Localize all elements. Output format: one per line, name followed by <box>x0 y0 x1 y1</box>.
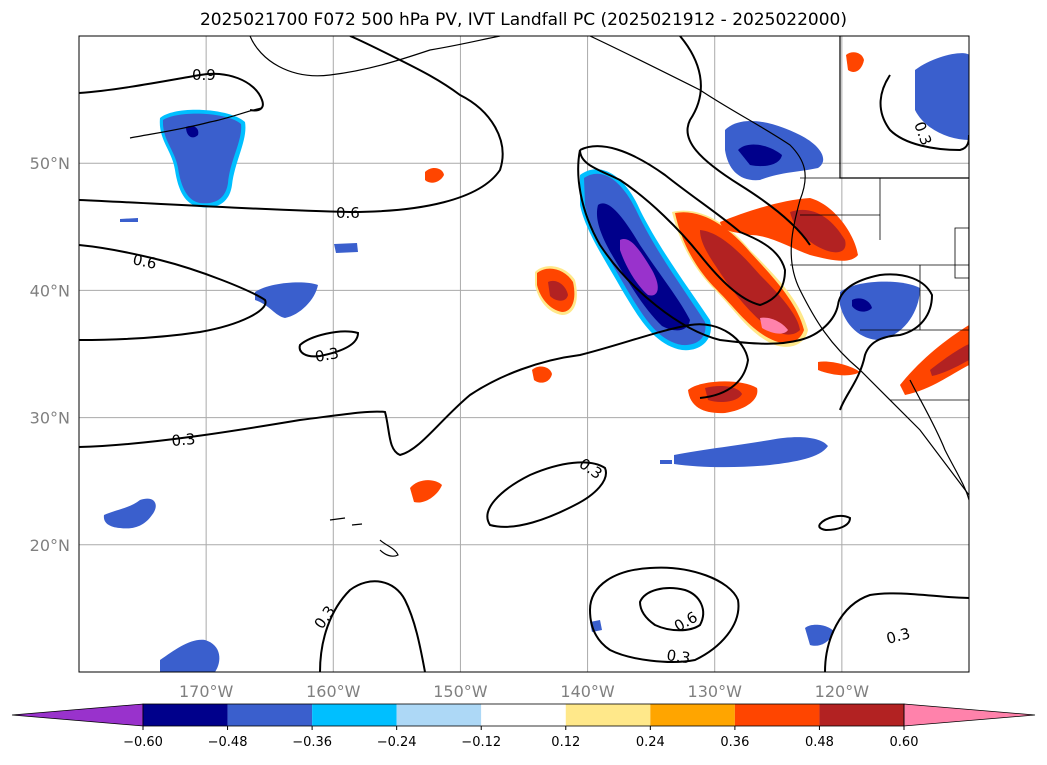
colorbar-tick-label: 0.60 <box>890 735 919 750</box>
map-title: 2025021700 F072 500 hPa PV, IVT Landfall… <box>199 10 847 30</box>
colorbar-ticks: −0.60 −0.48 −0.36 −0.24 −0.12 0.12 0.24 0.36 0.4… <box>123 726 918 750</box>
colorbar-segment <box>565 704 651 726</box>
longitude-label: 130°W <box>688 682 743 701</box>
negative-anomaly-region <box>852 298 872 312</box>
longitude-label: 170°W <box>179 682 234 701</box>
positive-anomaly-region <box>410 480 442 503</box>
positive-anomaly-region <box>532 366 552 383</box>
negative-anomaly-region <box>620 239 658 296</box>
colorbar-tick-label: −0.48 <box>208 735 248 750</box>
contour-label: 0.6 <box>131 250 158 273</box>
negative-anomaly-region <box>660 460 672 464</box>
colorbar-tick-label: −0.12 <box>461 735 501 750</box>
negative-anomaly-region <box>160 639 220 672</box>
negative-anomaly-region <box>255 282 318 318</box>
positive-anomaly-region <box>700 230 800 335</box>
colorbar-tick-label: 0.48 <box>805 735 834 750</box>
positive-anomaly-region <box>790 209 846 253</box>
negative-anomaly-region <box>840 281 920 340</box>
latitude-label: 30°N <box>30 409 70 428</box>
longitude-label: 160°W <box>306 682 361 701</box>
colorbar-segment <box>227 704 313 726</box>
negative-anomaly-region <box>162 113 242 204</box>
negative-anomaly-region <box>103 498 156 529</box>
longitude-labels: 170°W 160°W 150°W 140°W 130°W 120°W <box>179 682 869 701</box>
longitude-label: 120°W <box>815 682 870 701</box>
map-border <box>78 35 970 673</box>
latitude-label: 20°N <box>30 536 70 555</box>
colorbar-tick-label: 0.36 <box>720 735 749 750</box>
latitude-label: 40°N <box>30 281 70 300</box>
positive-anomaly-region <box>425 168 444 183</box>
colorbar-tick-label: −0.60 <box>123 735 163 750</box>
colorbar-extend-low <box>11 703 144 727</box>
political-borders <box>790 177 969 401</box>
contour-lines <box>79 36 969 672</box>
colorbar-segment <box>143 704 228 726</box>
contour-label: 0.9 <box>192 66 216 84</box>
colorbar-extend-high <box>903 703 1036 727</box>
colorbar-segment <box>312 704 397 726</box>
negative-anomaly-region <box>738 144 782 167</box>
contour-label: 0.3 <box>665 646 691 667</box>
colorbar-tick-label: 0.12 <box>551 735 580 750</box>
colorbar-segment <box>481 704 566 726</box>
latitude-label: 50°N <box>30 154 70 173</box>
negative-anomaly-region <box>120 218 138 222</box>
colorbar-tick-label: 0.24 <box>636 735 665 750</box>
positive-anomaly-region <box>760 317 788 334</box>
positive-anomaly-region <box>548 280 568 301</box>
contour-label: 0.6 <box>336 204 360 222</box>
longitude-label: 150°W <box>433 682 488 701</box>
negative-anomaly-region <box>186 125 199 138</box>
colorbar <box>11 703 1036 727</box>
negative-anomaly-region <box>334 243 358 253</box>
negative-anomaly-region <box>915 53 969 140</box>
positive-anomaly-region <box>818 361 860 376</box>
colorbar-tick-label: −0.24 <box>377 735 417 750</box>
positive-anomaly-region <box>900 325 969 395</box>
colorbar-segment <box>396 704 482 726</box>
positive-anomaly-region <box>930 344 969 376</box>
negative-anomaly-region <box>674 437 828 468</box>
colorbar-outline <box>142 703 905 727</box>
colorbar-segment <box>734 704 820 726</box>
shaded-field <box>103 52 969 672</box>
contour-label: 0.3 <box>314 344 341 366</box>
latitude-labels: 50°N 40°N 30°N 20°N <box>30 154 70 555</box>
colorbar-tick-label: −0.36 <box>292 735 332 750</box>
positive-anomaly-region <box>705 386 742 402</box>
colorbar-segment <box>819 704 904 726</box>
contour-label: 0.3 <box>171 430 196 450</box>
longitude-label: 140°W <box>560 682 615 701</box>
colorbar-segment <box>650 704 735 726</box>
negative-anomaly-region <box>805 624 834 646</box>
positive-anomaly-region <box>846 52 864 72</box>
contour-label: 0.3 <box>884 624 912 648</box>
